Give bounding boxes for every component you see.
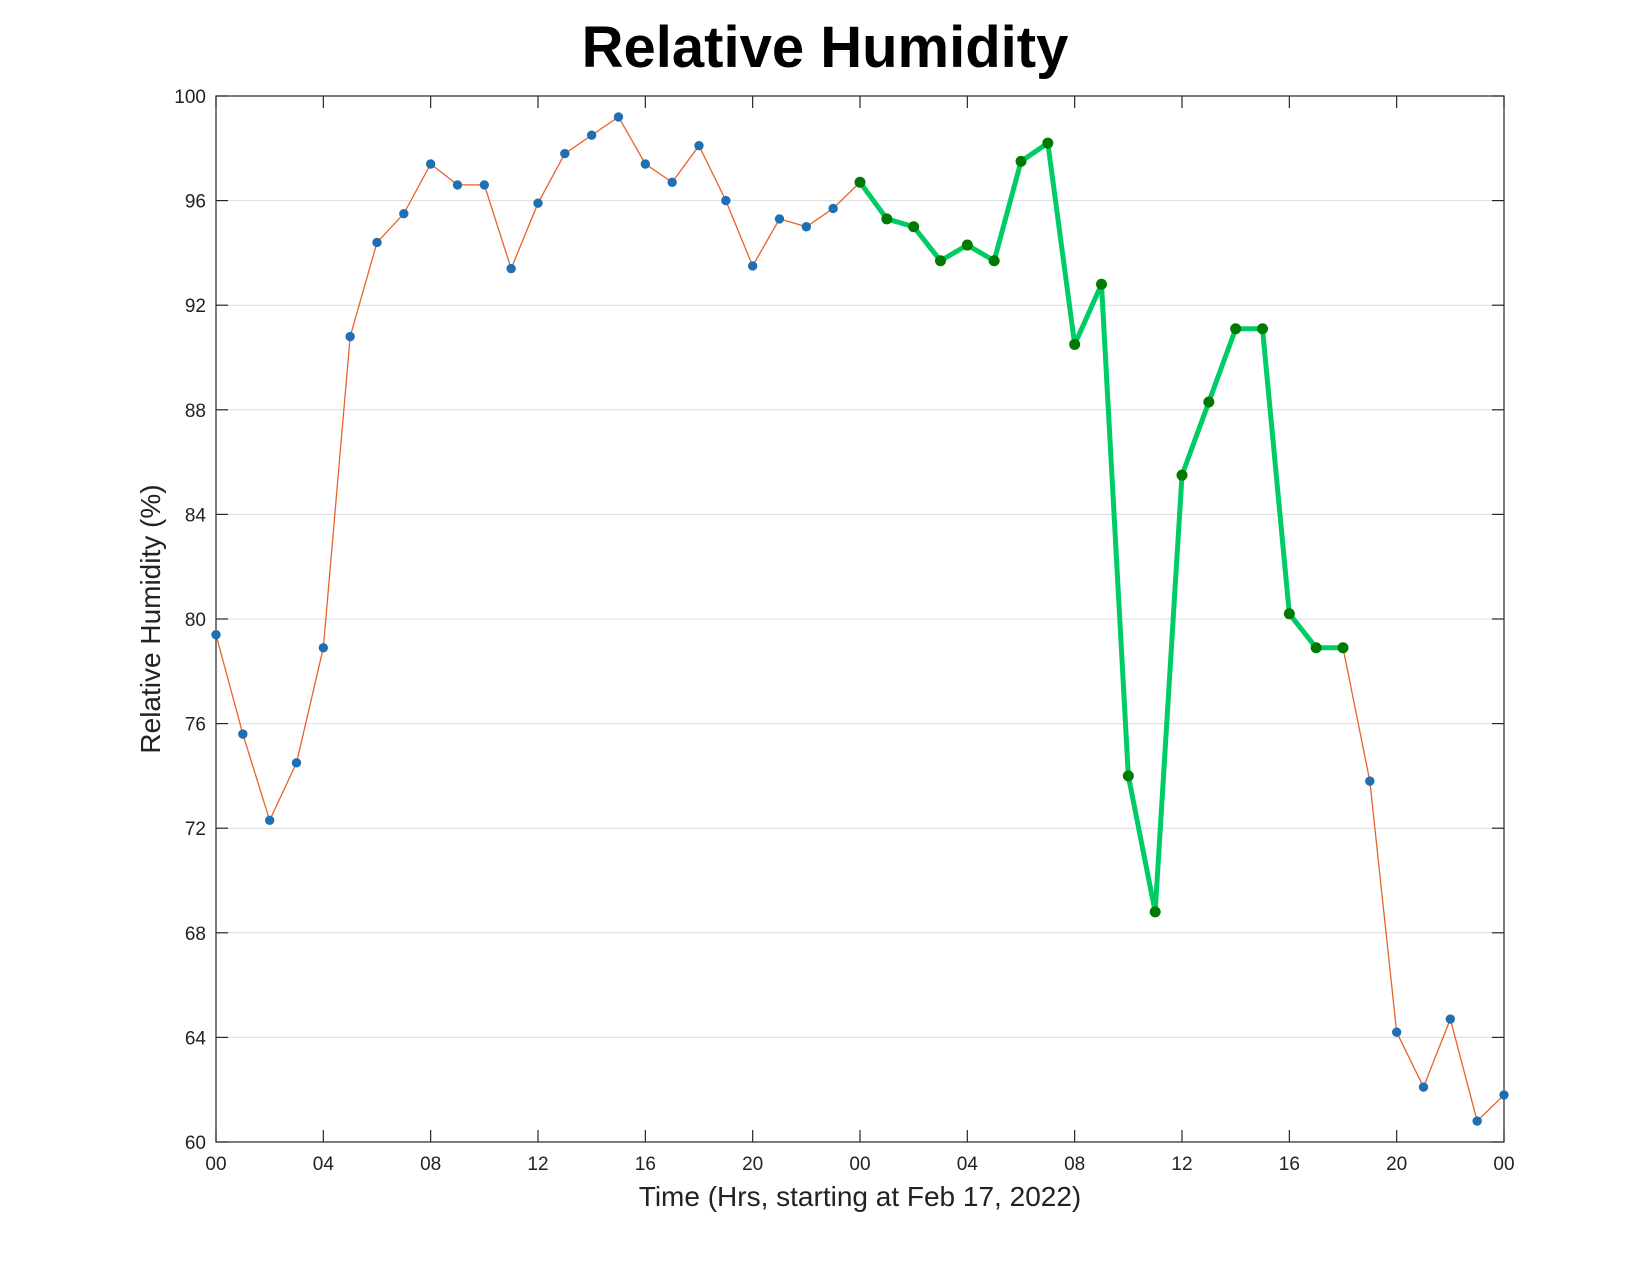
y-tick-label: 84 (185, 505, 207, 526)
data-point (640, 159, 651, 169)
data-point (425, 159, 436, 169)
y-tick-label: 60 (185, 1133, 206, 1154)
data-point (801, 222, 812, 232)
highlight-data-point (1283, 608, 1295, 620)
data-point (828, 203, 838, 214)
data-point (1472, 1116, 1482, 1126)
highlight-data-point (1176, 469, 1188, 481)
data-point (264, 815, 275, 826)
data-point (345, 331, 355, 342)
highlight-data-point (1337, 642, 1349, 654)
chart-title: Relative Humidity (581, 15, 1069, 80)
x-tick-label: 08 (1064, 1154, 1085, 1175)
y-tick-label: 68 (185, 924, 206, 945)
highlight-data-point (1069, 338, 1081, 350)
x-tick-label: 04 (957, 1154, 979, 1175)
y-tick-label: 64 (185, 1028, 207, 1049)
x-tick-label: 16 (1279, 1154, 1300, 1175)
highlight-data-point (961, 239, 973, 251)
highlight-data-point (881, 213, 893, 225)
y-tick-label: 76 (185, 715, 206, 736)
y-tick-label: 96 (185, 192, 206, 213)
grid-lines (216, 200, 1504, 1038)
y-tick-label: 80 (185, 610, 206, 631)
y-tick-label: 72 (185, 819, 206, 840)
data-series (211, 112, 1509, 1126)
x-tick-label: 00 (849, 1154, 870, 1175)
x-tick-label: 00 (1493, 1154, 1514, 1175)
data-point (613, 112, 624, 122)
highlight-data-point (935, 255, 946, 267)
data-point (533, 198, 543, 208)
x-tick-label: 00 (205, 1154, 226, 1175)
highlight-data-point (1149, 906, 1161, 918)
highlight-data-point (1310, 642, 1322, 654)
axes (215, 95, 1505, 1143)
highlight-data-point (1015, 155, 1027, 167)
highlight-data-point (1257, 323, 1268, 335)
data-point (1418, 1082, 1429, 1092)
data-point (399, 208, 409, 219)
data-point (774, 214, 785, 224)
highlight-data-point (854, 176, 866, 188)
highlight-data-point (1122, 770, 1134, 782)
highlight-data-point (1096, 278, 1107, 290)
data-point (211, 629, 221, 640)
highlight-data-point (1042, 137, 1054, 149)
data-point (372, 237, 382, 248)
x-axis-title: Time (Hrs, starting at Feb 17, 2022) (639, 1181, 1081, 1212)
data-point (721, 195, 731, 206)
x-tick-label: 12 (527, 1154, 548, 1175)
highlight-data-point (988, 255, 1000, 267)
data-point (1365, 776, 1375, 786)
x-tick-label: 20 (742, 1154, 763, 1175)
y-tick-label: 92 (185, 296, 206, 317)
data-point (291, 758, 302, 768)
y-tick-label: 88 (185, 401, 206, 422)
data-point (506, 263, 516, 274)
data-point (667, 177, 677, 187)
data-point (586, 130, 597, 140)
data-point (318, 643, 329, 653)
data-point (747, 261, 758, 271)
data-point (238, 729, 248, 739)
highlight-data-point (1230, 323, 1242, 335)
data-point (1391, 1027, 1402, 1037)
x-tick-label: 12 (1171, 1154, 1192, 1175)
tick-labels: 60 64 68 72 76 80 84 88 92 96 100 00 04 08 12 16 20 00 04 0… (174, 87, 1514, 1175)
data-point (452, 180, 463, 190)
x-tick-label: 16 (635, 1154, 656, 1175)
x-tick-label: 20 (1386, 1154, 1407, 1175)
x-tick-label: 04 (313, 1154, 335, 1175)
series-line-highlight (857, 140, 1343, 915)
y-axis-title: Relative Humidity (%) (135, 484, 166, 753)
data-point (479, 180, 490, 190)
data-point (694, 140, 704, 151)
x-tick-label: 08 (420, 1154, 441, 1175)
highlight-data-point (1203, 396, 1215, 408)
highlight-data-point (908, 221, 920, 233)
y-tick-label: 100 (174, 87, 206, 108)
data-point (560, 148, 570, 159)
data-point (1445, 1014, 1456, 1024)
data-point (1499, 1090, 1509, 1100)
